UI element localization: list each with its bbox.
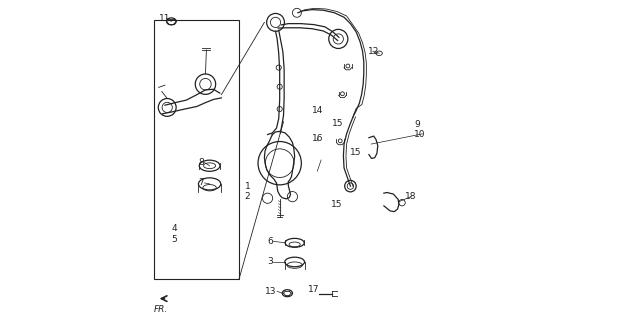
Text: 6: 6 <box>267 237 273 246</box>
Text: FR.: FR. <box>154 305 168 314</box>
Text: 5: 5 <box>171 235 177 244</box>
Text: 16: 16 <box>311 134 323 143</box>
Text: 14: 14 <box>311 106 323 115</box>
Text: 15: 15 <box>332 119 344 128</box>
Text: 1: 1 <box>245 182 250 191</box>
Text: 11: 11 <box>159 14 171 23</box>
Text: 12: 12 <box>368 46 379 56</box>
Text: 18: 18 <box>405 192 417 201</box>
Text: 2: 2 <box>245 192 250 201</box>
Text: 7: 7 <box>198 179 204 188</box>
Text: 9: 9 <box>414 120 420 129</box>
Text: 8: 8 <box>198 158 204 167</box>
Text: 15: 15 <box>331 200 342 209</box>
Bar <box>153 20 239 279</box>
Text: 17: 17 <box>308 284 320 293</box>
Text: 13: 13 <box>265 287 276 296</box>
Text: 3: 3 <box>267 258 273 267</box>
Text: 10: 10 <box>414 130 426 139</box>
Text: 4: 4 <box>171 224 177 233</box>
Text: 15: 15 <box>350 148 362 157</box>
